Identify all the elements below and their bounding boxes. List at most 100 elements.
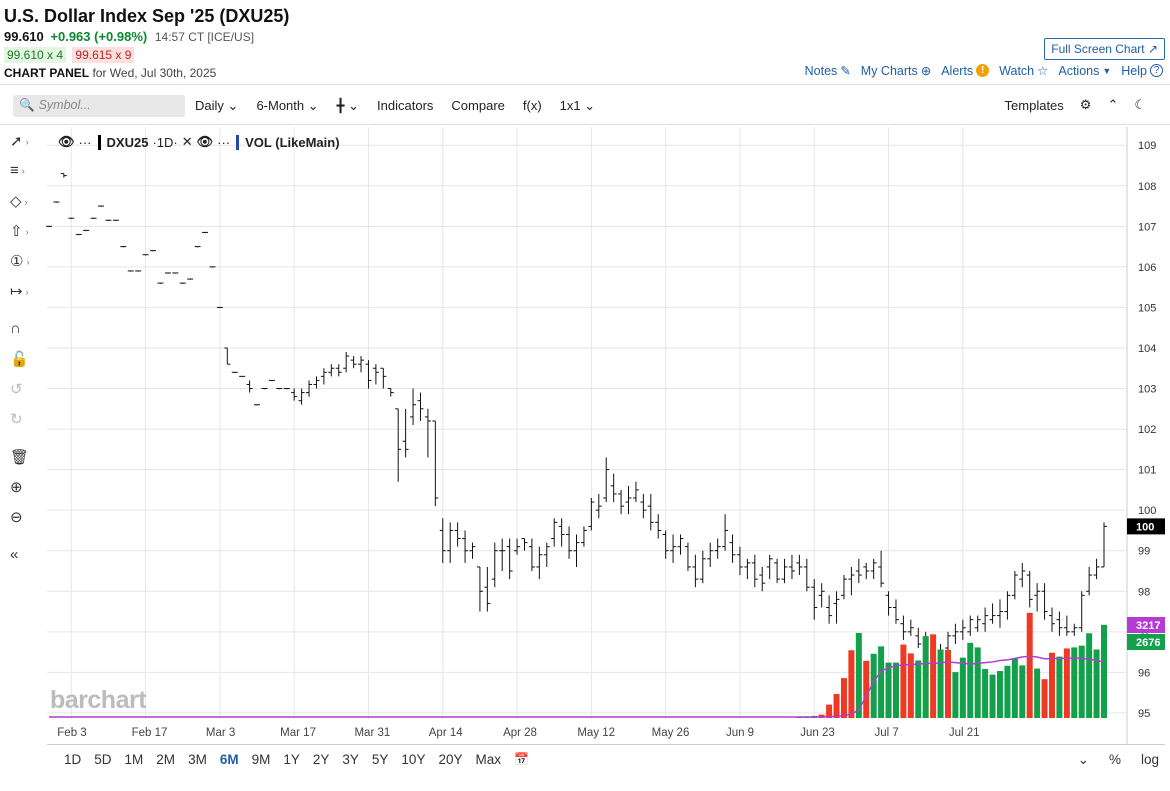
collapse-toolbar-icon[interactable]: « — [10, 546, 19, 563]
annotation-tool-icon[interactable]: ① › — [10, 253, 30, 270]
ohlc-bar — [885, 591, 892, 616]
period-9m[interactable]: 9M — [251, 752, 271, 767]
magnet-icon[interactable]: ∩ — [10, 320, 21, 337]
period-1y[interactable]: 1Y — [283, 752, 300, 767]
ohlc-bar — [410, 388, 417, 426]
function-button[interactable]: f(x) — [522, 98, 542, 113]
watch-link[interactable]: Watch ☆ — [999, 63, 1048, 79]
period-5d[interactable]: 5D — [94, 752, 112, 767]
my-charts-label: My Charts — [860, 63, 918, 78]
volume-bar — [996, 671, 1003, 718]
full-screen-chart-button[interactable]: Full Screen Chart ↗ — [1044, 38, 1165, 60]
search-icon: 🔍 — [19, 98, 35, 112]
interval-dropdown[interactable]: Daily ⌄ — [195, 98, 238, 114]
ohlc-bar — [202, 231, 209, 234]
chart-type-dropdown[interactable]: ╋ ⌄ — [337, 98, 359, 114]
volume-bar — [840, 678, 847, 718]
actions-menu[interactable]: Actions ▼ — [1058, 64, 1111, 78]
dark-mode-icon[interactable]: ☾ — [1134, 97, 1146, 112]
period-6m[interactable]: 6M — [219, 752, 239, 767]
measure-tool-icon[interactable]: ↦ › — [10, 283, 29, 300]
alerts-link[interactable]: Alerts! — [941, 64, 990, 78]
ohlc-bar — [751, 554, 758, 588]
caret-down-icon: ▼ — [1102, 65, 1112, 76]
period-3m[interactable]: 3M — [188, 752, 207, 767]
gear-icon[interactable]: ⚙ — [1079, 97, 1092, 112]
volume-tag: 2676 — [1136, 637, 1160, 649]
period-3y[interactable]: 3Y — [342, 752, 359, 767]
ohlc-bar — [1004, 591, 1011, 620]
undo-icon[interactable]: ↺ — [10, 381, 23, 398]
ohlc-bar — [677, 534, 684, 555]
zoom-in-icon[interactable]: ⊕ — [10, 479, 23, 496]
ohlc-bar — [796, 554, 803, 576]
more-icon[interactable]: ··· — [217, 134, 231, 150]
period-5y[interactable]: 5Y — [371, 752, 389, 767]
percent-toggle[interactable]: % — [1108, 752, 1121, 767]
x-tick-label: Mar 3 — [206, 727, 235, 739]
help-link[interactable]: Help? — [1121, 64, 1163, 78]
period-2m[interactable]: 2M — [156, 752, 176, 767]
compare-button[interactable]: Compare — [451, 98, 505, 113]
period-10y[interactable]: 10Y — [401, 752, 426, 767]
volume-bar — [1071, 647, 1078, 718]
ohlc-bar — [447, 522, 454, 563]
y-tick-label: 107 — [1138, 221, 1156, 233]
period-1d[interactable]: 1D — [64, 752, 82, 767]
fib-tool-icon[interactable]: ≡ › — [10, 162, 25, 179]
ohlc-bar — [506, 538, 513, 580]
arrow-tool-icon[interactable]: ⇧ › — [10, 223, 29, 240]
ohlc-bar — [194, 246, 201, 248]
x-tick-label: Mar 17 — [280, 727, 316, 739]
redo-icon[interactable]: ↻ — [10, 411, 23, 428]
zoom-out-icon[interactable]: ⊖ — [10, 509, 23, 526]
volume-bar — [982, 668, 989, 718]
ohlc-bar — [952, 623, 959, 644]
chevron-down-icon: ⌄ — [348, 98, 360, 113]
ohlc-bar — [826, 595, 833, 624]
y-tick-label: 101 — [1138, 465, 1156, 477]
period-2y[interactable]: 2Y — [312, 752, 330, 767]
calendar-icon[interactable]: 📅 — [514, 752, 529, 766]
indicators-button[interactable]: Indicators — [377, 98, 434, 113]
volume-bar — [1041, 679, 1048, 718]
period-max[interactable]: Max — [475, 752, 501, 767]
volume-bar — [863, 660, 870, 718]
trash-icon[interactable]: 🗑 — [10, 449, 30, 466]
log-toggle[interactable]: log — [1140, 752, 1159, 767]
collapse-icon[interactable]: ⌃ — [1107, 97, 1119, 112]
last-price-tag: 100 — [1136, 521, 1154, 533]
layout-dropdown[interactable]: 1x1 ⌄ — [560, 98, 596, 114]
period-1m[interactable]: 1M — [124, 752, 144, 767]
ohlc-bar — [774, 558, 781, 584]
eye-icon[interactable]: 👁 — [196, 134, 214, 149]
expand-icon[interactable]: ⌄ — [1077, 752, 1089, 767]
ohlc-bar — [1093, 558, 1100, 580]
lock-icon[interactable]: 🔓 — [10, 351, 29, 368]
divider — [0, 124, 1170, 125]
range-dropdown[interactable]: 6-Month ⌄ — [256, 98, 318, 114]
more-icon[interactable]: ··· — [78, 134, 92, 150]
ohlc-bar — [536, 546, 543, 580]
x-tick-label: Apr 28 — [503, 727, 537, 739]
symbol-search-input[interactable]: 🔍 Symbol... — [13, 95, 185, 117]
ohlc-bar — [276, 388, 283, 390]
notes-link[interactable]: Notes ✎ — [805, 63, 851, 79]
alert-icon: ! — [976, 64, 990, 77]
close-icon[interactable]: ✕ — [181, 134, 193, 149]
templates-button[interactable]: Templates — [1004, 97, 1064, 113]
trendline-tool-icon[interactable]: ➚ › — [10, 133, 29, 150]
ohlc-bar — [75, 233, 82, 236]
x-tick-label: May 26 — [652, 727, 690, 739]
ohlc-bar — [878, 550, 885, 588]
eye-icon[interactable]: 👁 — [58, 134, 75, 149]
ohlc-bar — [90, 217, 97, 220]
ohlc-bar — [1026, 570, 1033, 608]
volume-bar — [1078, 645, 1085, 718]
ohlc-bar — [224, 347, 231, 365]
shape-tool-icon[interactable]: ◇ › — [10, 193, 28, 210]
ohlc-bar — [1034, 583, 1041, 612]
period-20y[interactable]: 20Y — [438, 752, 463, 767]
my-charts-link[interactable]: My Charts ⊕ — [860, 63, 931, 79]
